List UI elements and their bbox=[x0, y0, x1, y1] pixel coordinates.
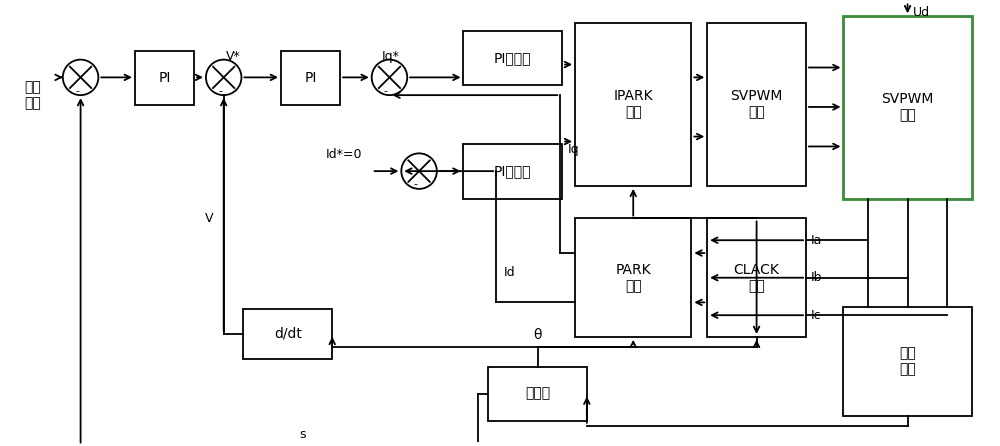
Text: Ib: Ib bbox=[811, 271, 822, 284]
Text: SVPWM
产生: SVPWM 产生 bbox=[881, 92, 934, 123]
Bar bbox=[243, 309, 332, 359]
Text: CLACK
变换: CLACK 变换 bbox=[734, 263, 780, 293]
Bar bbox=[281, 51, 340, 105]
Text: Id*=0: Id*=0 bbox=[325, 148, 362, 161]
Text: PI控制器: PI控制器 bbox=[494, 51, 532, 65]
Text: 直线
电机: 直线 电机 bbox=[899, 347, 916, 377]
Text: PI: PI bbox=[158, 71, 171, 85]
Text: -: - bbox=[384, 86, 388, 96]
Text: -: - bbox=[218, 86, 222, 96]
Text: 光栅尺: 光栅尺 bbox=[525, 387, 550, 401]
Text: Ic: Ic bbox=[811, 309, 821, 322]
Bar bbox=[843, 16, 972, 199]
Text: V*: V* bbox=[226, 50, 240, 62]
Text: Iq*: Iq* bbox=[382, 50, 399, 62]
Bar bbox=[135, 51, 194, 105]
Text: s: s bbox=[299, 428, 306, 441]
Text: Ia: Ia bbox=[811, 234, 822, 247]
Bar bbox=[463, 31, 562, 85]
Bar bbox=[488, 367, 587, 421]
Text: V: V bbox=[205, 212, 214, 225]
Text: IPARK
变换: IPARK 变换 bbox=[613, 89, 653, 120]
Text: 位置
指令: 位置 指令 bbox=[24, 80, 41, 110]
Bar bbox=[707, 219, 806, 337]
Text: SVPWM
产生: SVPWM 产生 bbox=[730, 89, 783, 120]
Text: Ud: Ud bbox=[913, 6, 930, 19]
Text: θ: θ bbox=[533, 328, 542, 342]
Text: -: - bbox=[75, 86, 79, 96]
Bar bbox=[575, 219, 691, 337]
Bar bbox=[575, 23, 691, 186]
Text: d/dt: d/dt bbox=[274, 327, 302, 341]
Text: PARK
变换: PARK 变换 bbox=[615, 263, 651, 293]
Text: Id: Id bbox=[504, 266, 516, 279]
Bar bbox=[843, 307, 972, 416]
Text: PI控制器: PI控制器 bbox=[494, 165, 532, 179]
Text: PI: PI bbox=[304, 71, 317, 85]
Text: Iq: Iq bbox=[568, 143, 580, 156]
Bar bbox=[707, 23, 806, 186]
Text: -: - bbox=[414, 179, 418, 190]
Bar bbox=[463, 145, 562, 199]
